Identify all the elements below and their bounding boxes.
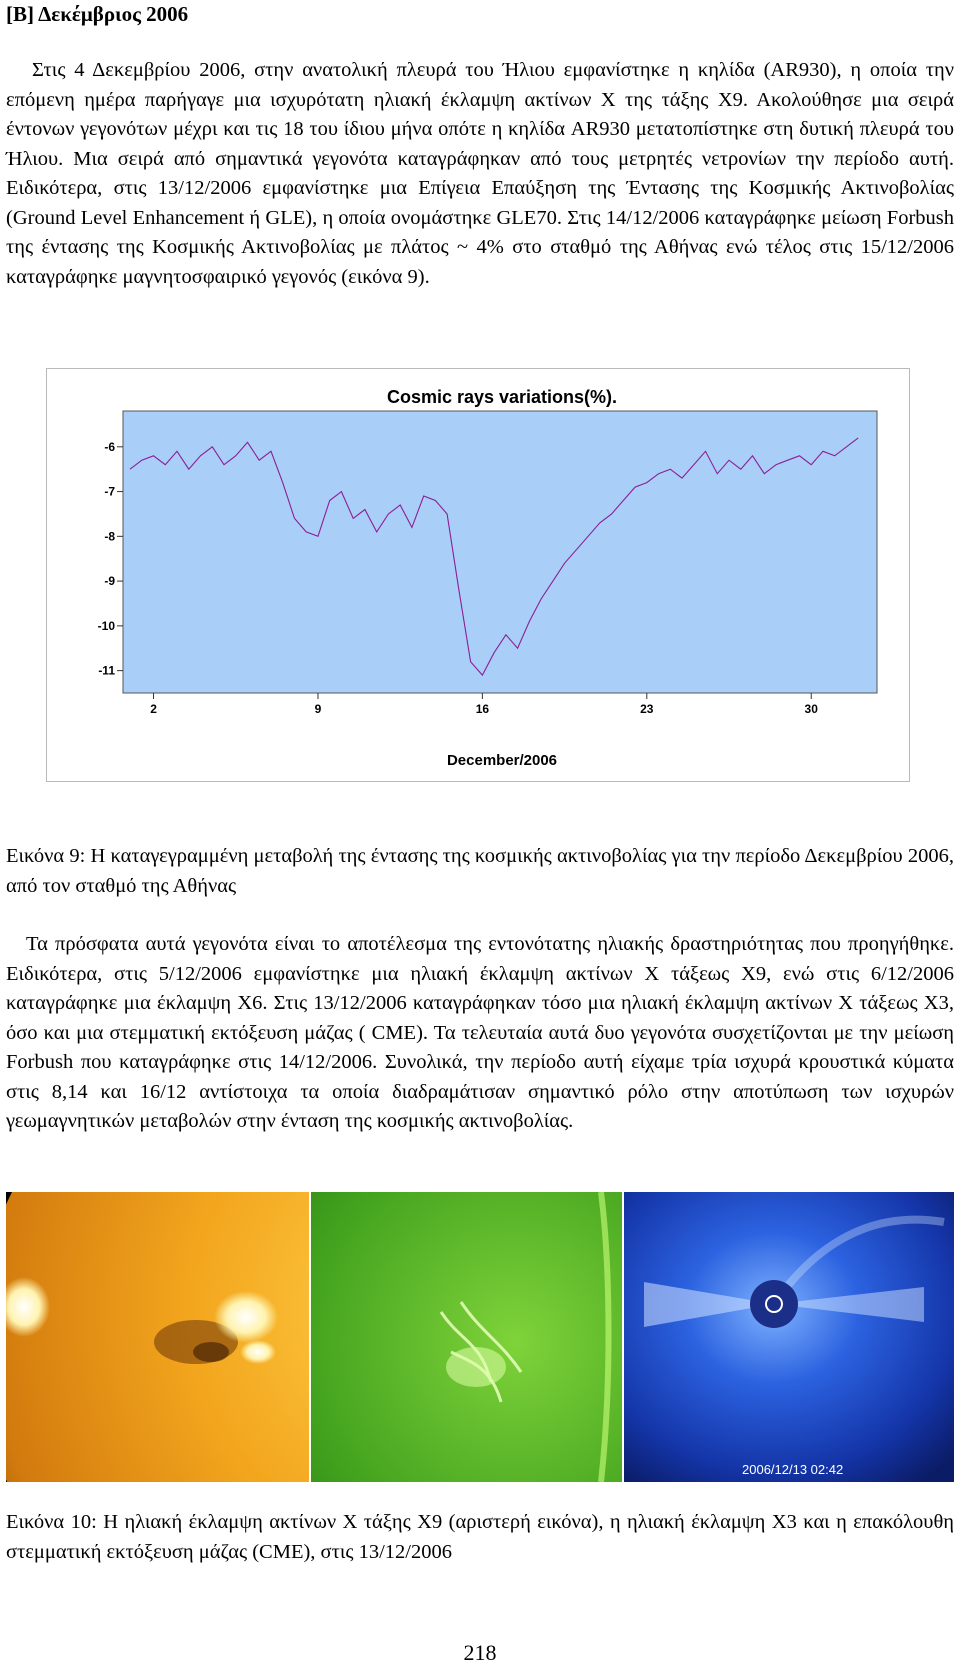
y-tick-label: -11 [98,664,115,678]
series-line [129,437,859,677]
section-heading: [Β] Δεκέμβριος 2006 [6,2,189,26]
xray-flare-x3-image [311,1192,622,1482]
paragraph-solar-activity: Τα πρόσφατα αυτά γεγονότα είναι το αποτέ… [6,933,954,1132]
image-timestamp: 2006/12/13 02:42 [742,1462,843,1477]
paragraph-december-events: Στις 4 Δεκεμβρίου 2006, στην ανατολική π… [6,59,954,288]
xray-flare-x9-image [6,1192,309,1482]
figure-10-images: 2006/12/13 02:42 [6,1192,954,1482]
x-axis-label: December/2006 [447,752,557,769]
x-tick-label: 16 [476,702,490,716]
cosmic-ray-chart-svg: Cosmic rays variations(%). December/2006… [98,387,878,769]
y-tick-label: -8 [104,529,115,543]
y-tick-label: -7 [104,485,115,499]
y-axis: -6 -7 -8 -9 -10 -11 [98,440,123,678]
x-axis: 2 9 16 23 30 [150,693,818,716]
figure-10-caption: Εικόνα 10: Η ηλιακή έκλαμψη ακτίνων Χ τά… [6,1511,954,1563]
x-tick-label: 2 [150,702,157,716]
cme-coronagraph-image: 2006/12/13 02:42 [624,1192,954,1482]
y-tick-label: -10 [98,619,116,633]
y-tick-label: -9 [104,574,115,588]
figure-9-chart: Cosmic rays variations(%). December/2006… [46,368,910,782]
y-tick-label: -6 [104,440,115,454]
chart-title: Cosmic rays variations(%). [387,387,617,407]
page-number: 218 [463,1640,497,1665]
x-tick-label: 23 [640,702,654,716]
x-tick-label: 9 [315,702,322,716]
figure-9-caption: Εικόνα 9: Η καταγεγραμμένη μεταβολή της … [6,845,954,897]
plot-area [122,410,878,694]
x-tick-label: 30 [805,702,819,716]
